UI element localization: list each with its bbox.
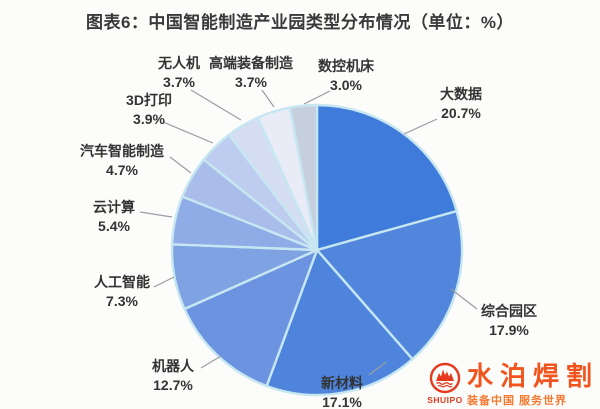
slice-value: 7.3% <box>106 293 138 309</box>
slice-value: 12.7% <box>153 377 193 393</box>
slice-label-new-materials: 新材料 17.1% <box>282 375 402 409</box>
watermark-logo: SHUIPO <box>427 362 463 405</box>
watermark-brand: 水泊焊割 <box>467 361 600 391</box>
slice-name: 云计算 <box>93 199 135 215</box>
pie-slice-大数据 <box>315 103 458 252</box>
slice-label-cnc-machine: 数控机床 3.0% <box>286 58 406 93</box>
slice-label-auto-smart-mfg: 汽车智能制造 4.7% <box>62 143 182 178</box>
slice-label-big-data: 大数据 20.7% <box>401 86 521 121</box>
slice-name: 机器人 <box>152 358 194 374</box>
slice-name: 汽车智能制造 <box>80 143 164 159</box>
slice-value: 3.0% <box>330 77 362 93</box>
chart-title: 图表6：中国智能制造产业园类型分布情况（单位：%） <box>85 13 515 32</box>
watermark-slogan: 装备中国 服务世界 <box>467 395 568 407</box>
slice-value: 17.1% <box>322 394 362 409</box>
leader-line <box>190 89 242 121</box>
slice-value: 4.7% <box>106 162 138 178</box>
leader-line <box>403 118 438 135</box>
slice-name: 新材料 <box>321 375 363 391</box>
slice-name: 高端装备制造 <box>209 55 293 71</box>
leader-line <box>261 89 275 108</box>
slice-name: 无人机 <box>158 55 200 71</box>
leader-line <box>169 156 192 174</box>
slice-value: 20.7% <box>441 105 481 121</box>
watermark-brand-en: SHUIPO <box>427 395 463 405</box>
leader-line <box>139 211 173 218</box>
watermark-text: 水泊焊割 装备中国 服务世界 <box>467 362 599 408</box>
slice-label-ai: 人工智能 7.3% <box>62 274 182 309</box>
slice-name: 综合园区 <box>481 303 537 319</box>
slice-value: 17.9% <box>489 322 529 338</box>
watermark: SHUIPO 水泊焊割 装备中国 服务世界 <box>427 362 599 408</box>
leader-line <box>153 276 175 288</box>
slice-value: 5.4% <box>98 218 130 234</box>
slice-label-high-end-equipment: 高端装备制造 3.7% <box>191 55 311 90</box>
pie-slice-新材料 <box>265 248 414 397</box>
slice-name: 人工智能 <box>94 274 150 290</box>
slice-name: 大数据 <box>440 86 482 102</box>
pie-slice-机器人 <box>183 248 319 388</box>
leader-line <box>162 121 214 144</box>
slice-value: 3.9% <box>133 111 165 127</box>
slice-value: 3.7% <box>163 74 195 90</box>
slice-name: 数控机床 <box>318 58 374 74</box>
pie-slice-数控机床 <box>288 103 319 252</box>
slice-label-integrated-park: 综合园区 17.9% <box>449 303 569 338</box>
leader-line <box>368 361 387 376</box>
shuipo-logo-icon <box>429 362 461 394</box>
slice-value: 3.7% <box>235 74 267 90</box>
slice-label-robots: 机器人 12.7% <box>113 358 233 393</box>
slice-label-3d-printing: 3D打印 3.9% <box>89 92 209 127</box>
leader-line <box>303 90 331 105</box>
leader-line <box>450 288 478 310</box>
slice-name: 3D打印 <box>126 92 172 108</box>
pie-slice-综合园区 <box>315 209 464 361</box>
slice-label-cloud-computing: 云计算 5.4% <box>54 199 174 234</box>
leader-line <box>200 355 222 369</box>
slice-label-drones: 无人机 3.7% <box>119 55 239 90</box>
